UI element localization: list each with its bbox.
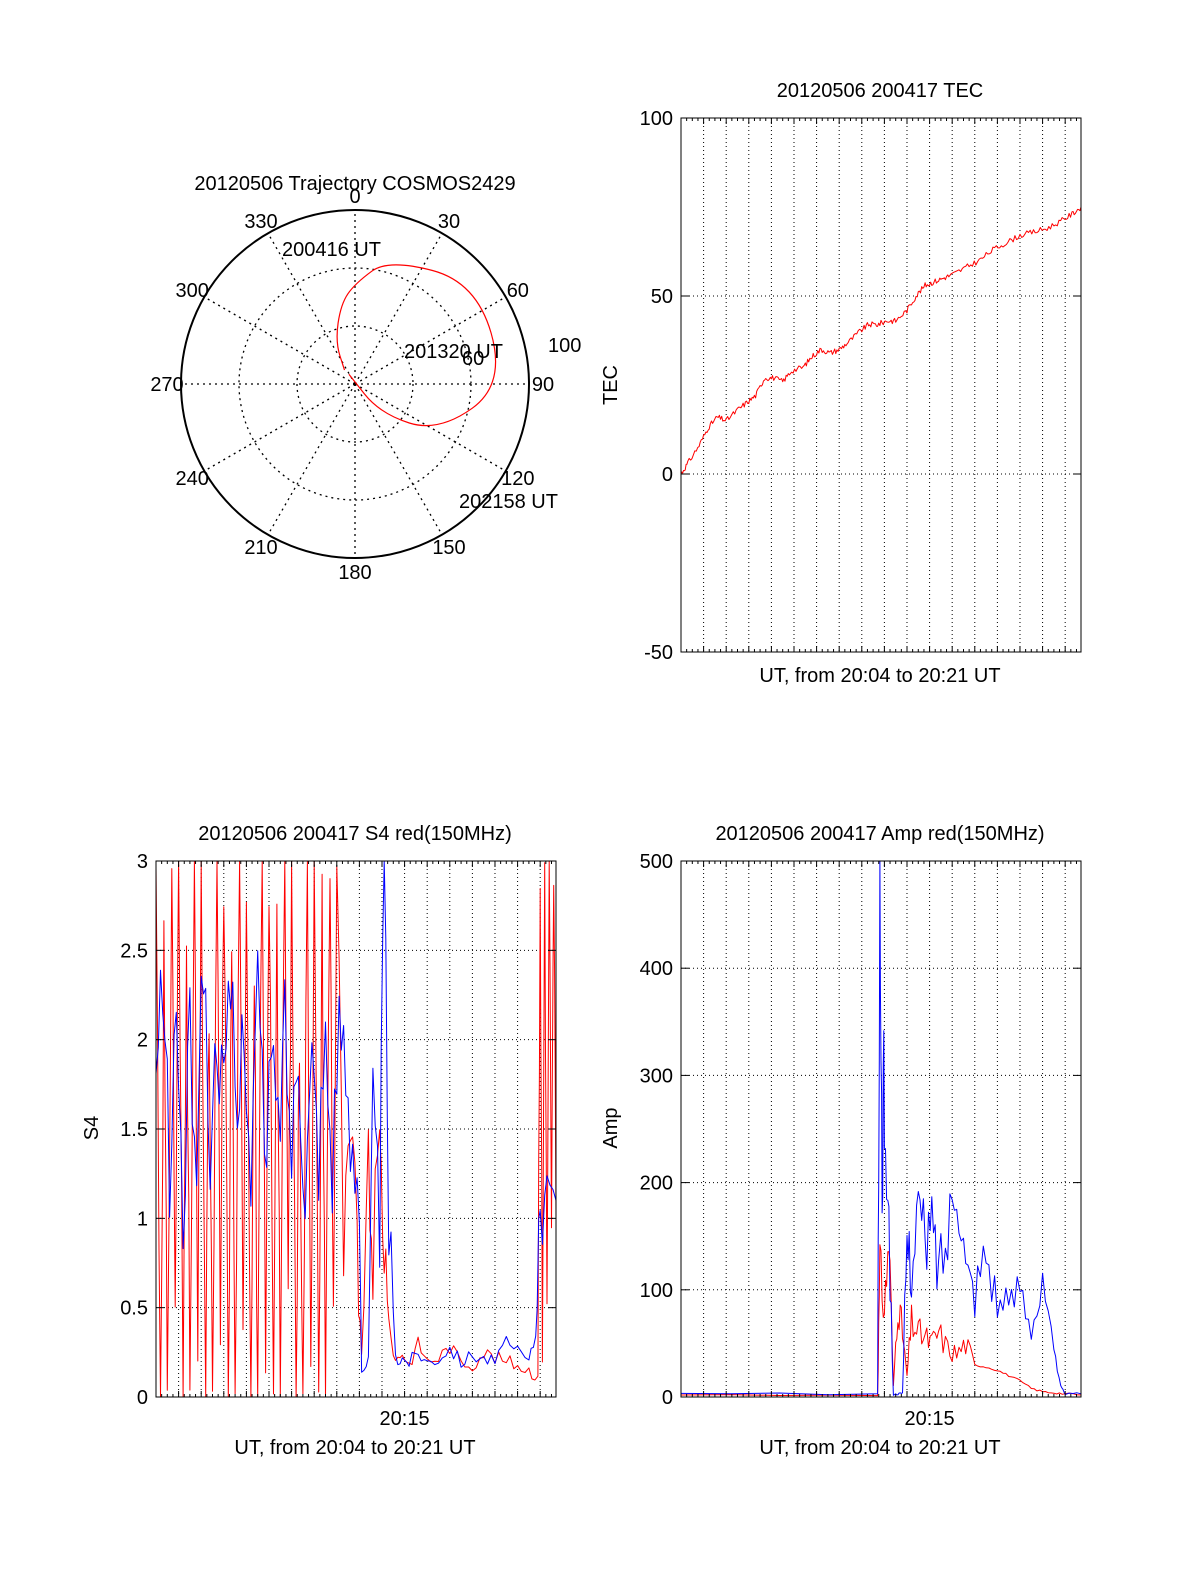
polar-azimuth-label: 90 <box>532 374 554 396</box>
red-series-line <box>680 1244 1081 1397</box>
amp-y-label: Amp <box>600 1107 622 1148</box>
polar-spoke <box>203 296 356 385</box>
trajectory-polar-panel: 20120506 Trajectory COSMOS2429 0 30 60 90 12… <box>150 173 581 584</box>
polar-azimuth-label: 330 <box>244 211 277 233</box>
polar-azimuth-label: 180 <box>338 562 371 584</box>
trajectory-line <box>336 264 497 427</box>
y-tick-label: 0 <box>662 1387 673 1409</box>
tec-title: 20120506 200417 TEC <box>777 80 983 102</box>
polar-outer-ring <box>180 209 530 559</box>
s4-x-ticks: 20:15 <box>161 861 552 1430</box>
tec-y-label: TEC <box>600 365 622 405</box>
tec-series <box>680 206 1082 475</box>
tec-x-label: UT, from 20:04 to 20:21 UT <box>759 665 1000 687</box>
polar-spoke <box>267 232 356 385</box>
trajectory-mid-label: 201320 UT <box>404 341 503 363</box>
y-tick-label: 3 <box>137 851 148 873</box>
y-tick-label: 1.5 <box>120 1119 148 1141</box>
polar-azimuth-label: 270 <box>150 374 183 396</box>
amp-series <box>680 860 1082 1397</box>
x-tick-label: 20:15 <box>905 1408 955 1430</box>
radial-label-60: 60 <box>462 348 484 370</box>
s4-panel: 20120506 200417 S4 red(150MHz) 0 0.5 1 1.5 2… <box>81 823 557 1459</box>
polar-azimuth-label: 30 <box>438 211 460 233</box>
y-tick-label: -50 <box>644 642 673 664</box>
y-tick-label: 500 <box>640 851 673 873</box>
polar-spoke <box>354 383 443 536</box>
tec-plot-frame <box>680 117 1082 653</box>
y-tick-label: 2.5 <box>120 940 148 962</box>
y-tick-label: 200 <box>640 1173 673 1195</box>
polar-grid <box>180 209 530 559</box>
polar-spoke <box>203 383 356 472</box>
amp-plot-frame <box>680 860 1082 1398</box>
polar-title: 20120506 Trajectory COSMOS2429 <box>194 173 515 195</box>
polar-spoke <box>354 232 443 385</box>
tec-x-ticks <box>686 118 1077 652</box>
polar-spoke <box>354 383 507 472</box>
amp-title: 20120506 200417 Amp red(150MHz) <box>715 823 1044 845</box>
x-tick-label: 20:15 <box>380 1408 430 1430</box>
radial-label-100: 100 <box>548 335 581 357</box>
blue-series-line <box>680 860 1082 1396</box>
polar-azimuth-label: 240 <box>175 468 208 490</box>
s4-y-ticks: 0 0.5 1 1.5 2 2.5 3 <box>120 851 556 1409</box>
tec-panel: 20120506 200417 TEC -50 0 50 100 UT, from 2… <box>600 80 1082 687</box>
y-tick-label: 2 <box>137 1030 148 1052</box>
y-tick-label: 300 <box>640 1065 673 1087</box>
polar-spoke <box>354 296 507 385</box>
red-series-line <box>680 206 1082 475</box>
s4-y-label: S4 <box>81 1116 103 1140</box>
amp-y-ticks: 0 100 200 300 400 500 <box>640 851 1081 1409</box>
tec-grid <box>681 118 1081 652</box>
s4-title: 20120506 200417 S4 red(150MHz) <box>198 823 512 845</box>
amp-x-ticks: 20:15 <box>686 861 1077 1430</box>
y-tick-label: 0 <box>137 1387 148 1409</box>
polar-azimuth-label: 120 <box>501 468 534 490</box>
y-tick-label: 0 <box>662 464 673 486</box>
y-tick-label: 1 <box>137 1208 148 1230</box>
polar-azimuth-labels: 0 30 60 90 120 150 180 210 240 270 300 330 <box>150 186 554 584</box>
polar-azimuth-label: 300 <box>175 280 208 302</box>
y-tick-label: 0.5 <box>120 1298 148 1320</box>
tec-y-ticks: -50 0 50 100 <box>640 108 1081 664</box>
trajectory-start-label: 200416 UT <box>282 239 381 261</box>
y-tick-label: 400 <box>640 958 673 980</box>
polar-azimuth-label: 210 <box>244 537 277 559</box>
y-tick-label: 100 <box>640 108 673 130</box>
s4-x-label: UT, from 20:04 to 20:21 UT <box>234 1437 475 1459</box>
polar-azimuth-label: 0 <box>349 186 360 208</box>
trajectory-end-label: 202158 UT <box>459 491 558 513</box>
s4-grid <box>156 861 556 1397</box>
y-tick-label: 100 <box>640 1280 673 1302</box>
polar-grid-ring <box>296 325 414 443</box>
blue-series-line <box>155 860 557 1373</box>
polar-azimuth-label: 60 <box>507 280 529 302</box>
y-tick-label: 50 <box>651 286 673 308</box>
amp-panel: 20120506 200417 Amp red(150MHz) 0 100 200 3… <box>600 823 1082 1459</box>
polar-spoke <box>267 383 356 536</box>
amp-grid <box>681 861 1081 1397</box>
amp-x-label: UT, from 20:04 to 20:21 UT <box>759 1437 1000 1459</box>
polar-azimuth-label: 150 <box>432 537 465 559</box>
